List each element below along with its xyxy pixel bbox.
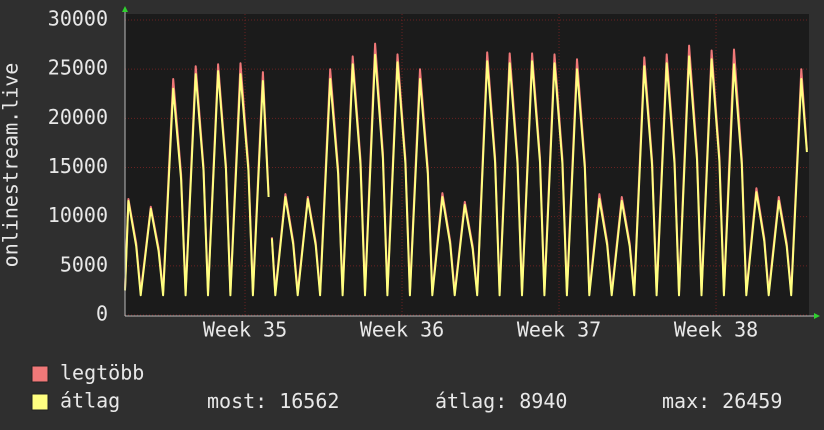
stat-label: átlag:: [435, 389, 507, 413]
x-tick-label: Week 35: [203, 318, 287, 342]
stat-label: max:: [662, 389, 710, 413]
y-tick-label: 5000: [60, 252, 108, 276]
axis-arrow: [122, 6, 128, 12]
x-tick-label: Week 36: [360, 318, 444, 342]
x-tick-label: Week 38: [674, 318, 758, 342]
stat: most: 16562: [207, 389, 339, 413]
y-tick-label: 20000: [48, 105, 108, 129]
x-tick-label: Week 37: [517, 318, 601, 342]
y-tick-label: 25000: [48, 56, 108, 80]
legend-label: átlag: [60, 389, 120, 413]
stat: max: 26459: [662, 389, 782, 413]
y-tick-label: 15000: [48, 154, 108, 178]
lines: [124, 42, 808, 297]
legend-label: legtöbb: [60, 361, 144, 385]
legend: legtöbb átlag most: 16562 átlag: 8940 max: 2645…: [31, 361, 782, 413]
grid: [125, 14, 808, 316]
series-line: [124, 53, 808, 297]
legend-swatch: [31, 393, 49, 411]
stat-value: 16562: [279, 389, 339, 413]
stat: átlag: 8940: [435, 389, 567, 413]
stat-value: 26459: [722, 389, 782, 413]
stat-value: 8940: [519, 389, 567, 413]
y-tick-label: 10000: [48, 203, 108, 227]
legend-swatch: [31, 365, 49, 383]
y-tick-label: 0: [96, 302, 108, 326]
stat-label: most:: [207, 389, 267, 413]
y-tick-label: 30000: [48, 7, 108, 31]
axis-arrow: [814, 313, 820, 319]
y-axis-title: onlinestream.live: [0, 63, 23, 268]
